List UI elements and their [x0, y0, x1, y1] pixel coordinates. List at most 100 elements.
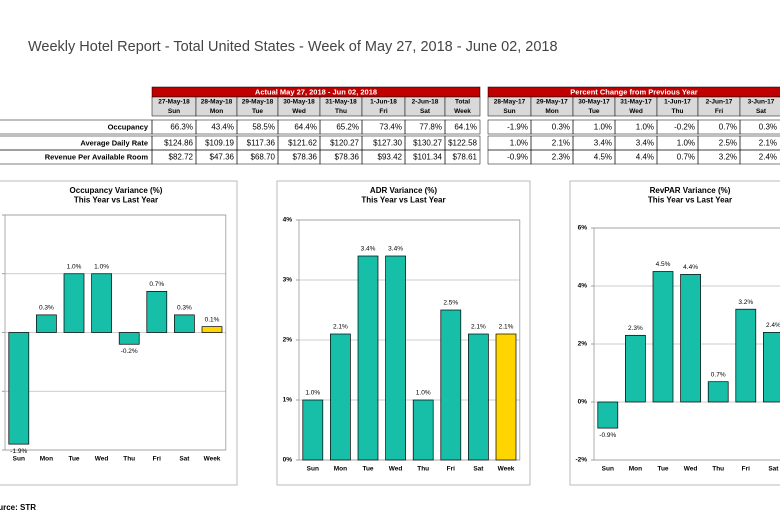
table-cell [444, 149, 481, 165]
bar [36, 314, 57, 333]
cell-value: 3.2% [719, 153, 737, 162]
cell-value: -0.9% [507, 153, 528, 162]
chart-subtitle: This Year vs Last Year [648, 196, 732, 205]
x-tick-label: Wed [95, 456, 109, 463]
chart-panel [0, 180, 238, 486]
header-cell [444, 96, 481, 117]
chart-title: ADR Variance (%) [370, 186, 437, 195]
value-label: 2.4% [766, 322, 780, 329]
day-label: Wed [292, 108, 306, 115]
x-tick-label: Wed [389, 466, 403, 473]
cell-value: $78.61 [453, 153, 478, 162]
cell-value: 1.0% [510, 139, 528, 148]
cell-value: 1.0% [636, 123, 654, 132]
value-label: 0.1% [205, 316, 220, 323]
value-label: 0.3% [39, 305, 54, 312]
x-tick-label: Mon [40, 456, 53, 463]
x-tick-label: Tue [68, 456, 79, 463]
bar [302, 399, 324, 461]
value-label: 1.0% [416, 390, 431, 397]
x-tick-label: Sun [13, 456, 25, 463]
cell-value: 4.5% [594, 153, 612, 162]
day-label: Mon [210, 108, 223, 115]
value-label: -0.2% [121, 348, 138, 355]
cell-value: 77.8% [419, 123, 442, 132]
x-tick-label: Tue [362, 466, 373, 473]
day-label: Sat [756, 108, 767, 115]
date-label: 3-Jun-17 [748, 99, 775, 106]
x-tick-label: Sat [768, 466, 779, 473]
value-label: 0.7% [711, 371, 726, 378]
day-label: Thu [672, 108, 684, 115]
cell-value: 64.1% [454, 123, 477, 132]
cell-value: 2.1% [759, 139, 777, 148]
x-tick-label: Thu [123, 456, 135, 463]
value-label: 0.3% [177, 305, 192, 312]
y-tick-label: -2% [575, 457, 587, 464]
cell-value: $127.30 [373, 139, 402, 148]
cell-value: 1.0% [677, 139, 695, 148]
date-label: 30-May-17 [578, 99, 610, 106]
cell-value: 4.4% [636, 153, 654, 162]
table-cell [444, 119, 481, 135]
x-tick-label: Week [498, 466, 515, 473]
bar [357, 255, 379, 461]
cell-value: 2.3% [552, 153, 570, 162]
chart-subtitle: This Year vs Last Year [74, 196, 158, 205]
bar [118, 332, 140, 345]
cell-value: 1.0% [594, 123, 612, 132]
y-tick-label: 0% [283, 457, 293, 464]
date-label: 29-May-17 [536, 99, 568, 106]
date-label: 27-May-18 [158, 99, 190, 106]
value-label: 2.1% [471, 324, 486, 331]
chart-title: RevPAR Variance (%) [650, 186, 731, 195]
x-tick-label: Thu [417, 466, 429, 473]
value-label: 1.0% [67, 263, 82, 270]
bar [468, 333, 489, 461]
bar [201, 326, 223, 333]
cell-value: $130.27 [413, 139, 442, 148]
y-tick-label: 0% [578, 399, 588, 406]
cell-value: $121.62 [288, 139, 317, 148]
y-tick-label: 6% [578, 225, 588, 232]
date-label: 2-Jun-17 [706, 99, 733, 106]
bar [707, 381, 729, 403]
day-label: Sat [420, 108, 431, 115]
plot-frame [593, 227, 780, 461]
cell-value: 66.3% [170, 123, 193, 132]
x-tick-label: Mon [629, 466, 642, 473]
value-label: 3.4% [388, 246, 403, 253]
cell-value: $117.36 [247, 139, 276, 148]
plot-frame [4, 214, 227, 451]
cell-value: 3.4% [636, 139, 654, 148]
value-label: 2.3% [628, 325, 643, 332]
day-label: Fri [715, 108, 724, 115]
date-label: 2-Jun-18 [412, 99, 439, 106]
cell-value: 2.5% [719, 139, 737, 148]
bar [440, 309, 462, 461]
bar [763, 332, 780, 403]
day-label: Tue [588, 108, 599, 115]
cell-value: $82.72 [169, 153, 194, 162]
day-label: Week [454, 108, 471, 115]
value-label: 3.4% [361, 246, 376, 253]
y-tick-label: 1% [283, 397, 293, 404]
cell-value: 73.4% [379, 123, 402, 132]
header-cell [739, 96, 780, 117]
x-tick-label: Sun [307, 466, 319, 473]
report-title: Weekly Hotel Report - Total United State… [28, 39, 558, 55]
day-label: Thu [335, 108, 347, 115]
cell-value: $120.27 [330, 139, 359, 148]
chart-title: Occupancy Variance (%) [70, 186, 163, 195]
bar [146, 291, 168, 333]
day-label: Tue [252, 108, 263, 115]
x-tick-label: Fri [447, 466, 456, 473]
chart-subtitle: This Year vs Last Year [361, 196, 445, 205]
row-label: Occupancy [108, 122, 149, 131]
bar [174, 314, 195, 333]
cell-value: $122.58 [448, 139, 477, 148]
x-tick-label: Week [204, 456, 221, 463]
x-tick-label: Wed [684, 466, 698, 473]
value-label: 1.0% [305, 390, 320, 397]
